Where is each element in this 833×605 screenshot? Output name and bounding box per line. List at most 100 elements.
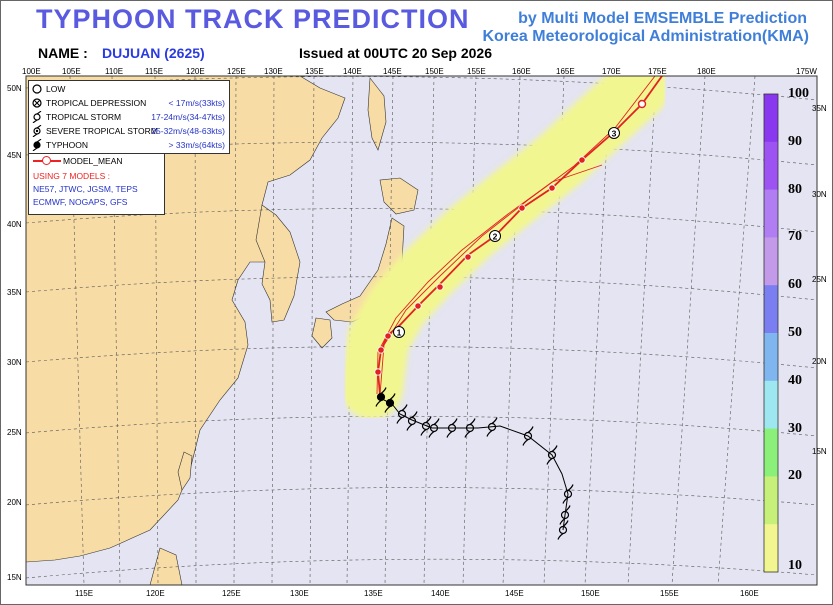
left-lat-label: 45N — [7, 151, 22, 160]
legend-name: TROPICAL STORM — [46, 112, 122, 122]
top-lon-label: 175E — [648, 67, 667, 76]
bottom-lon-label: 145E — [505, 589, 524, 598]
kyushu — [311, 317, 333, 349]
colorbar-segment — [764, 524, 778, 573]
left-lat-label: 50N — [7, 84, 22, 93]
top-lon-label: 140E — [343, 67, 362, 76]
dotted-storm-icon — [32, 125, 42, 137]
colorbar-segment — [764, 94, 778, 143]
svg-text:3: 3 — [612, 129, 617, 139]
page-title: TYPHOON TRACK PREDICTION — [36, 4, 470, 34]
models-line-2: ECMWF, NOGAPS, GFS — [33, 197, 128, 207]
left-lat-label: 40N — [7, 220, 22, 229]
agency-line-1: by Multi Model EMSEMBLE Prediction — [518, 10, 807, 27]
bottom-lon-label: 160E — [740, 589, 759, 598]
bottom-lon-label: 150E — [581, 589, 600, 598]
colorbar-label: 10 — [788, 558, 802, 573]
legend-row-low: LOW — [29, 83, 229, 97]
top-lon-label: 165E — [556, 67, 575, 76]
left-lat-label: 35N — [7, 288, 22, 297]
filled-storm-icon — [32, 139, 42, 151]
probability-swath — [341, 76, 669, 419]
legend-name: SEVERE TROPICAL STORM — [46, 126, 158, 136]
bottom-lon-label: 155E — [660, 589, 679, 598]
colorbar-segment — [764, 237, 778, 286]
colorbar-segment — [764, 428, 778, 477]
taiwan — [177, 451, 193, 491]
top-lon-label: 135E — [305, 67, 324, 76]
colorbar-label: 100 — [788, 86, 809, 101]
typhoon-symbols — [375, 387, 396, 413]
name-label: NAME : — [38, 45, 88, 61]
bottom-lon-label: 130E — [290, 589, 309, 598]
svg-text:1: 1 — [397, 328, 402, 338]
colorbar-segment — [764, 476, 778, 525]
crossed-circle-icon — [32, 98, 42, 108]
korea-peninsula — [255, 204, 301, 323]
colorbar-segment — [764, 285, 778, 334]
right-lat-label: 30N — [812, 190, 827, 199]
legend-speed: 25-32m/s(48-63kts) — [151, 126, 225, 136]
sakhalin — [367, 77, 387, 151]
colorbar-label: 20 — [788, 468, 802, 484]
legend-row-ts: TROPICAL STORM 17-24m/s(34-47kts) — [29, 111, 229, 125]
observed-storm-symbols — [396, 404, 574, 540]
colorbar-label: 30 — [788, 420, 802, 436]
top-lon-label: 130E — [264, 67, 283, 76]
right-lat-label: 35N — [812, 104, 827, 113]
top-lon-label: 110E — [105, 67, 124, 76]
bottom-lon-label: 140E — [431, 589, 450, 598]
day-marker-2: 2 — [489, 230, 501, 242]
legend-row-sts: SEVERE TROPICAL STORM 25-32m/s(48-63kts) — [29, 125, 229, 139]
bottom-lon-label: 125E — [222, 589, 241, 598]
legend-name: LOW — [46, 84, 66, 94]
legend-name: TROPICAL DEPRESSION — [46, 98, 147, 108]
day-marker-1: 1 — [393, 326, 405, 338]
model-legend: MODEL_MEAN USING 7 MODELS : NE57, JTWC, … — [28, 153, 165, 215]
colorbar — [764, 94, 778, 573]
top-lon-label: 175W — [796, 67, 817, 76]
right-lat-label: 20N — [812, 357, 827, 366]
colorbar-segment — [764, 189, 778, 238]
model-mean-label: MODEL_MEAN — [63, 156, 123, 166]
legend-name: TYPHOON — [46, 140, 89, 150]
left-lat-label: 20N — [7, 498, 22, 507]
top-lon-label: 180E — [697, 67, 716, 76]
top-lon-label: 170E — [602, 67, 621, 76]
open-circle-icon — [32, 84, 42, 94]
top-lon-label: 155E — [467, 67, 486, 76]
svg-text:2: 2 — [493, 232, 498, 242]
intensity-legend: LOW TROPICAL DEPRESSION < 17m/s(33kts) T… — [28, 80, 230, 154]
legend-speed: 17-24m/s(34-47kts) — [151, 112, 225, 122]
right-lat-label: 15N — [812, 447, 827, 456]
observed-track — [379, 394, 569, 531]
hokkaido — [379, 177, 419, 215]
mean-end-marker — [637, 99, 647, 109]
left-lat-label: 30N — [7, 358, 22, 367]
bottom-lon-label: 120E — [146, 589, 165, 598]
colorbar-label: 50 — [788, 325, 802, 340]
colorbar-border — [763, 93, 779, 573]
top-lon-label: 150E — [425, 67, 444, 76]
legend-speed: > 33m/s(64kts) — [168, 140, 225, 150]
top-lon-label: 100E — [22, 67, 41, 76]
left-lat-label: 25N — [7, 428, 22, 437]
map-border — [25, 75, 818, 586]
top-lon-label: 105E — [62, 67, 81, 76]
colorbar-segment — [764, 141, 778, 191]
top-lon-label: 115E — [145, 67, 164, 76]
models-line-1: NE57, JTWC, JGSM, TEPS — [33, 184, 138, 194]
day-marker-3: 3 — [608, 127, 620, 139]
colorbar-label: 80 — [788, 181, 802, 197]
top-lon-label: 120E — [186, 67, 205, 76]
colorbar-label: 70 — [788, 229, 802, 245]
open-storm-icon — [32, 111, 42, 123]
colorbar-segment — [764, 380, 778, 430]
model-mean-points — [374, 156, 586, 376]
legend-row-typhoon: TYPHOON > 33m/s(64kts) — [29, 139, 229, 153]
top-lon-label: 145E — [383, 67, 402, 76]
typhoon-name: DUJUAN (2625) — [102, 45, 205, 61]
top-lon-label: 160E — [512, 67, 531, 76]
bottom-lon-label: 115E — [75, 589, 94, 598]
colorbar-label: 40 — [788, 372, 802, 388]
